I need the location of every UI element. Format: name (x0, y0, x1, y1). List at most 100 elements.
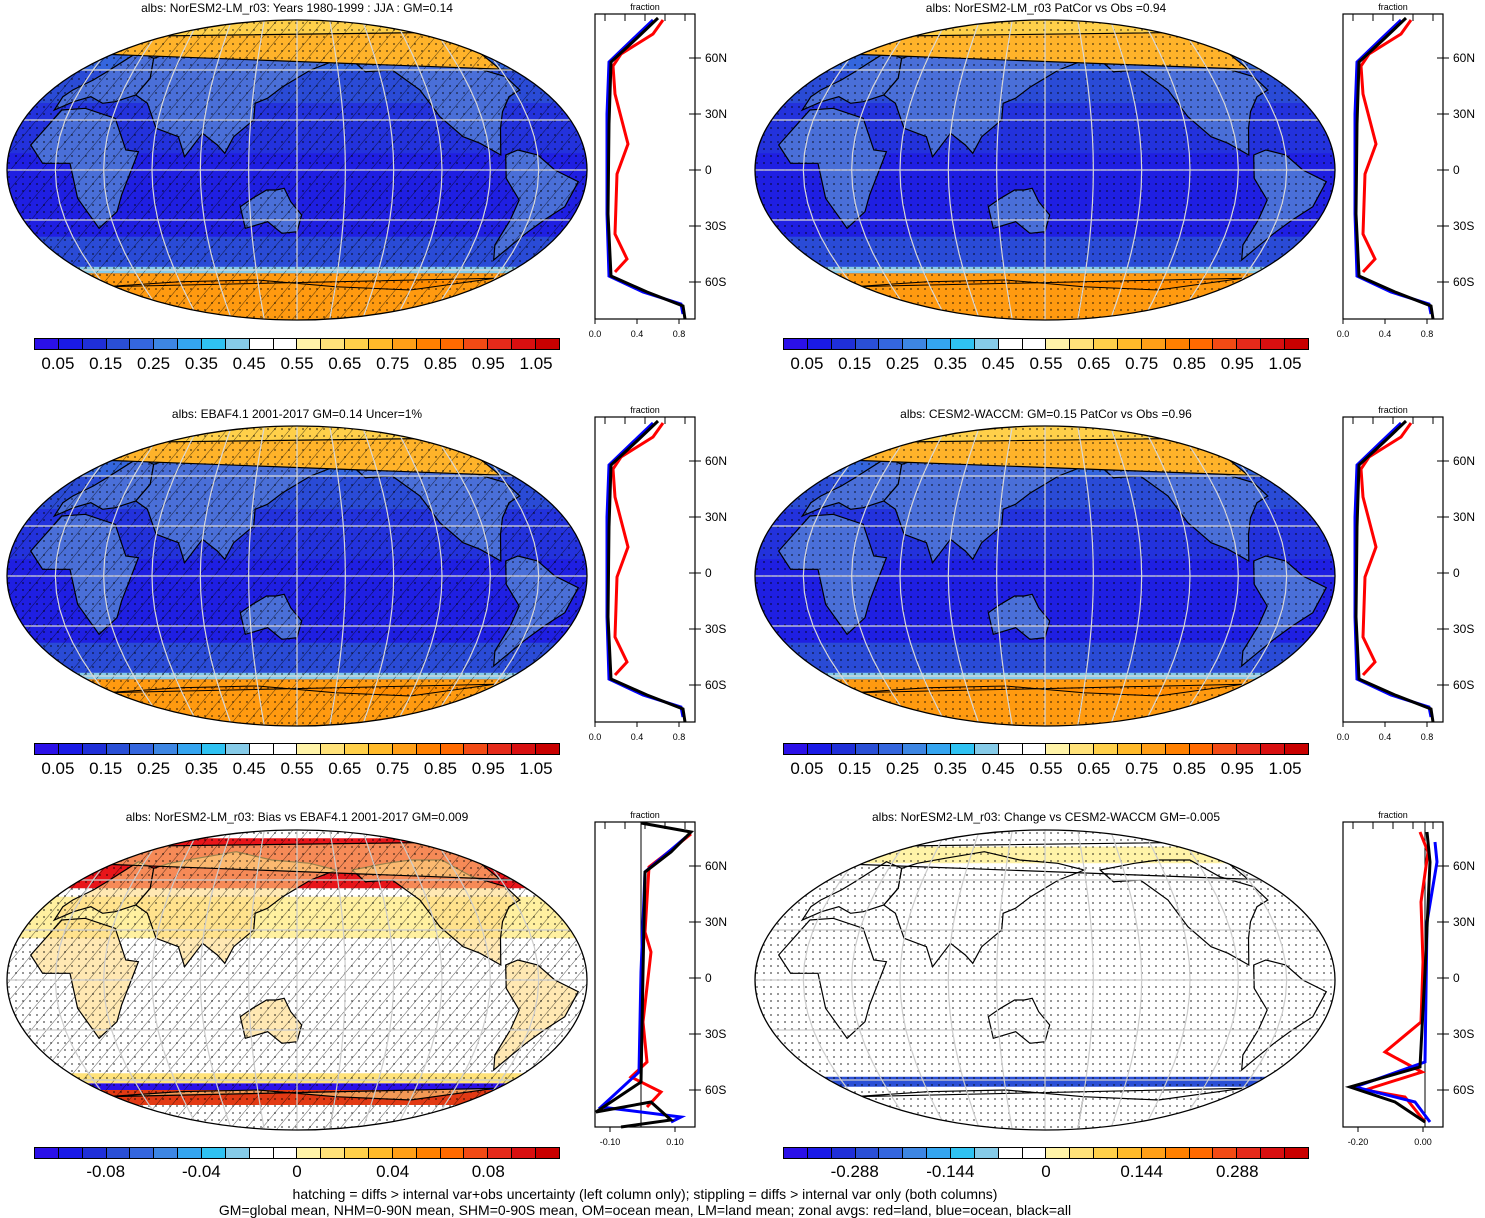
colorbar-tick-label: 0.15 (838, 354, 872, 373)
zonal-lat-label: 0 (705, 566, 712, 580)
colorbar-tick-label: 0.25 (885, 354, 920, 373)
zonal-lat-label: 0 (705, 163, 712, 177)
colorbar-swatch (178, 1148, 203, 1158)
colorbar-swatch (154, 1148, 179, 1158)
colorbar-swatch (879, 1148, 904, 1158)
colorbar-labels-5: -0.08 -0.04 0 0.04 0.08 (34, 1162, 560, 1184)
zonal-lat-label: 60S (1453, 678, 1474, 692)
map-panel-5 (6, 829, 588, 1131)
zonal-lat-label: 60S (705, 1083, 726, 1097)
colorbar-tick-label: 0.95 (471, 354, 505, 373)
colorbar-swatch (1070, 744, 1095, 754)
zonal-panel-1: fraction 60N 30N 0 30S 60S 0.0 0.4 0.8 (589, 2, 727, 339)
colorbar-tick-label: 0.65 (328, 354, 362, 373)
colorbar-swatch (225, 744, 250, 754)
zonal-axis-title: fraction (630, 2, 660, 12)
colorbar-swatch (807, 1148, 832, 1158)
footer-line-2: GM=global mean, NHM=0-90N mean, SHM=0-90… (218, 1202, 1072, 1218)
graticule (7, 20, 587, 320)
colorbar-swatch (273, 339, 298, 349)
zonal-lat-label: 30N (705, 915, 727, 929)
colorbar-swatch (974, 744, 999, 754)
zonal-lat-label: 30S (1453, 219, 1474, 233)
colorbar-swatch (464, 744, 489, 754)
map-panel-4 (754, 425, 1336, 727)
colorbar-swatch (488, 744, 513, 754)
map-border (6, 425, 588, 727)
colorbar-swatch (35, 339, 59, 349)
colorbar-swatch (1118, 1148, 1142, 1158)
colorbar-tick-label: 0.85 (423, 759, 457, 778)
colorbar-swatch (1165, 1148, 1190, 1158)
zonal-lat-label: 60N (1453, 454, 1475, 468)
colorbar-swatch (1237, 1148, 1262, 1158)
colorbar-swatch (1213, 744, 1238, 754)
zonal-axis-title: fraction (630, 405, 660, 415)
colorbar-swatch (1070, 1148, 1095, 1158)
colorbar-tick-label: -0.144 (926, 1162, 975, 1181)
colorbar-swatch (369, 1148, 393, 1158)
colorbar-swatch (82, 744, 107, 754)
colorbar-swatch (807, 339, 832, 349)
colorbar-swatch (154, 339, 179, 349)
colorbar-tick-label: 0.55 (280, 354, 314, 373)
zonal-panel-5: fraction 60N 30N 0 30S 60S -0.10 0.10 (594, 810, 727, 1147)
colorbar-swatch (392, 339, 417, 349)
colorbar-swatch (130, 744, 155, 754)
colorbar-labels-3: 0.05 0.15 0.25 0.35 0.45 0.55 0.65 0.75 0.85 0.95… (34, 759, 560, 781)
zonal-x-label: 0.0 (589, 329, 602, 339)
zonal-lat-label: 0 (705, 971, 712, 985)
zonal-lat-label: 60N (1453, 859, 1475, 873)
zonal-x-label: 0.8 (673, 329, 686, 339)
colorbar-tick-label: 0.75 (1125, 759, 1159, 778)
colorbar-swatch (974, 1148, 999, 1158)
zonal-lat-label: 0 (1453, 566, 1460, 580)
colorbar-swatch (82, 1148, 107, 1158)
panel-title-bias: albs: NorESM2-LM_r03: Bias vs EBAF4.1 20… (125, 810, 469, 824)
colorbar-tick-label: 0.15 (838, 759, 872, 778)
colorbar-swatch (512, 1148, 537, 1158)
zonal-lat-label: 60N (705, 454, 727, 468)
colorbar-tick-label: 0.95 (1220, 354, 1254, 373)
map-border (754, 829, 1336, 1131)
colorbar-tick-label: -0.08 (86, 1162, 126, 1181)
colorbar-swatch (903, 744, 928, 754)
colorbar-swatch (998, 339, 1023, 349)
zonal-lat-label: 30S (705, 622, 726, 636)
colorbar-swatch (536, 339, 559, 349)
panel-title-model-patcor: albs: NorESM2-LM_r03 PatCor vs Obs =0.94 (925, 1, 1167, 15)
colorbar-swatch (998, 744, 1023, 754)
colorbar-swatch (106, 744, 131, 754)
zonal-lat-label: 30N (705, 510, 727, 524)
colorbar-swatch (1022, 1148, 1047, 1158)
panel-title-cesm: albs: CESM2-WACCM: GM=0.15 PatCor vs Obs… (900, 407, 1192, 421)
panel-title-change: albs: NorESM2-LM_r03: Change vs CESM2-WA… (872, 810, 1220, 824)
zonal-curve (595, 821, 695, 1129)
colorbar-tick-label: 0.45 (981, 354, 1015, 373)
colorbar-tick-label: 0.75 (1125, 354, 1159, 373)
colorbar-swatch (512, 744, 537, 754)
colorbar-swatch (345, 1148, 370, 1158)
colorbar-swatch (297, 1148, 322, 1158)
zonal-x-label: 0.0 (1337, 329, 1350, 339)
colorbar-3 (34, 743, 560, 755)
colorbar-swatch (297, 744, 322, 754)
graticule (755, 20, 1335, 320)
colorbar-swatch (416, 339, 441, 349)
colorbar-tick-label: 0.05 (41, 759, 75, 778)
colorbar-swatch (1285, 339, 1308, 349)
colorbar-tick-label: 0 (292, 1162, 302, 1181)
zonal-curve (606, 419, 687, 723)
zonal-lat-label: 0 (1453, 971, 1460, 985)
colorbar-swatch (784, 744, 808, 754)
colorbar-swatch (440, 339, 465, 349)
zonal-axis-title: fraction (630, 810, 660, 820)
colorbar-swatch (297, 339, 322, 349)
colorbar-tick-label: 0.35 (184, 759, 218, 778)
colorbar-tick-label: 0.45 (232, 759, 266, 778)
map-border (754, 19, 1336, 321)
colorbar-tick-label: 0 (1041, 1162, 1051, 1181)
colorbar-tick-label: 0.65 (328, 759, 362, 778)
colorbar-swatch (345, 339, 370, 349)
colorbar-swatch (1070, 339, 1095, 349)
